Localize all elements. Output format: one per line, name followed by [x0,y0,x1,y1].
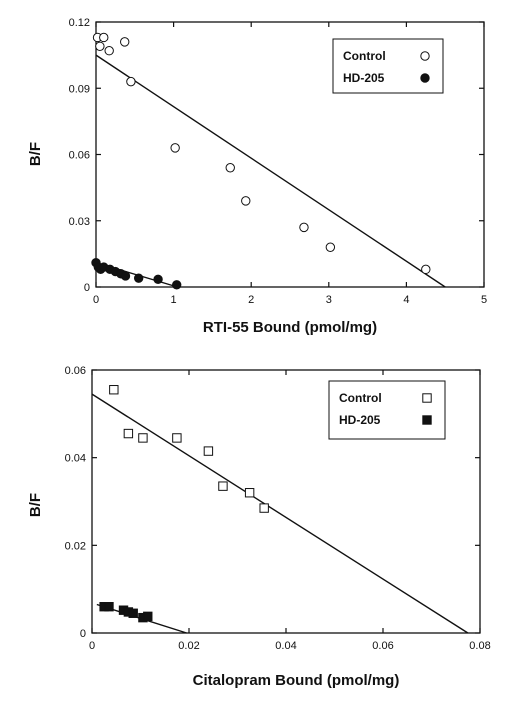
fit-line-control [91,393,469,634]
legend-label-control: Control [343,49,386,63]
data-point-control [218,481,228,491]
y-tick-label: 0.06 [69,150,90,162]
y-tick-label: 0.09 [69,83,90,95]
x-tick-label: 3 [326,294,332,306]
chart-2: 0 0.02 0.04 0.06 0.08 0 0.02 0.04 0.06 Citalopram… [27,365,491,689]
data-point-control [95,41,105,51]
data-point-hd-205 [172,280,182,290]
x-tick-label: 0.06 [372,640,393,652]
data-point-control [123,428,134,439]
chart-1: 0 1 2 3 4 5 0 0.03 0.06 0.09 0.12 RTI-55 Bound (pmo… [27,17,487,336]
data-point-control [138,433,148,443]
data-point-control [325,242,336,252]
data-point-control [244,488,255,498]
legend-marker-control [420,51,430,61]
data-point-control [172,433,182,443]
y-tick-label: 0 [80,628,86,640]
y-tick-label: 0.02 [65,540,86,552]
y-tick-label: 0.12 [69,17,90,29]
data-point-control [170,143,180,153]
data-point-control [259,503,269,513]
legend-label-hd-205: HD-205 [343,71,385,85]
x-tick-label: 4 [403,294,409,306]
data-point-control [126,76,136,87]
data-point-hd-205 [104,602,114,612]
data-point-control [299,222,309,233]
x-tick-label: 0.08 [469,640,490,652]
data-point-control [241,196,251,206]
legend-label-hd-205: HD-205 [339,413,381,427]
fit-line-control [95,54,446,288]
data-point-control [203,446,214,456]
x-axis-label: Citalopram Bound (pmol/mg) [193,672,400,689]
data-point-control [421,264,431,275]
legend: Control HD-205 [332,38,444,94]
y-axis-label: B/F [27,142,44,166]
x-axis-label: RTI-55 Bound (pmol/mg) [203,319,377,336]
legend-marker-control [422,393,432,403]
legend: Control HD-205 [328,380,446,440]
x-tick-label: 0 [89,640,95,652]
data-point-control [99,32,109,43]
data-point-hd-205 [128,608,138,618]
data-point-hd-205 [120,271,131,281]
x-tick-label: 5 [481,294,487,306]
x-tick-label: 0.04 [275,640,296,652]
legend-box [328,380,446,440]
data-point-control [120,37,130,47]
data-point-control [104,46,114,56]
y-tick-label: 0.03 [69,216,90,228]
legend-marker-hd-205 [420,73,430,83]
data-point-hd-205 [133,273,144,283]
legend-marker-hd-205 [422,415,432,425]
x-tick-label: 1 [171,294,177,306]
y-tick-label: 0 [84,282,90,294]
x-tick-label: 0.02 [178,640,199,652]
data-point-control [225,163,235,173]
data-point-hd-205 [143,611,153,622]
data-point-control [109,385,119,395]
data-point-hd-205 [153,274,163,284]
y-tick-label: 0.06 [65,365,86,377]
y-tick-label: 0.04 [65,453,86,465]
y-axis-label: B/F [27,493,44,517]
legend-label-control: Control [339,391,382,405]
x-tick-label: 2 [248,294,254,306]
legend-box [332,38,444,94]
x-tick-label: 0 [93,294,99,306]
